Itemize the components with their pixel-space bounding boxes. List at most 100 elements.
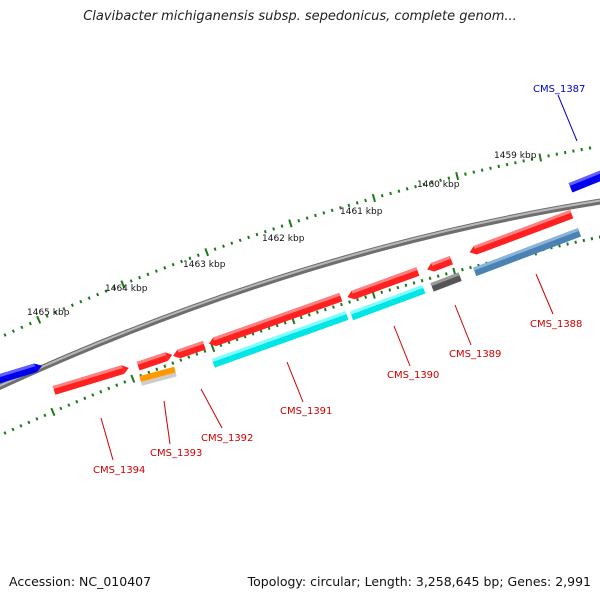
gene-label-cms-1393[interactable]: CMS_1393 xyxy=(150,448,202,459)
accession-text: Accession: NC_010407 xyxy=(9,574,152,589)
minor-tick xyxy=(389,191,392,196)
minor-tick xyxy=(305,216,309,220)
minor-tick xyxy=(405,187,409,191)
leader-cms-1392 xyxy=(200,388,223,429)
minor-tick xyxy=(155,367,159,372)
minor-tick xyxy=(147,370,151,375)
minor-tick xyxy=(104,289,108,293)
outer-tick-ring xyxy=(3,146,592,337)
kbp-label-1462: 1462 kbp xyxy=(262,234,305,244)
minor-tick xyxy=(356,297,359,302)
gene-cms-1393-rev[interactable] xyxy=(139,366,177,386)
gene-cms-1388-rev[interactable] xyxy=(473,228,582,277)
major-tick xyxy=(210,344,216,353)
kbp-label-1464: 1464 kbp xyxy=(105,284,148,294)
minor-tick xyxy=(522,159,525,163)
minor-tick xyxy=(107,386,111,391)
minor-tick xyxy=(203,349,207,353)
minor-tick xyxy=(79,299,83,304)
minor-tick xyxy=(588,146,592,150)
minor-tick xyxy=(590,237,594,241)
gene-cms-1389-rev[interactable] xyxy=(430,272,462,292)
minor-tick xyxy=(280,224,284,228)
minor-tick xyxy=(340,302,343,307)
kbp-label-1460: 1460 kbp xyxy=(417,180,460,190)
minor-tick xyxy=(430,180,434,185)
major-tick xyxy=(371,193,376,203)
minor-tick xyxy=(115,383,119,387)
minor-tick xyxy=(314,213,317,218)
minor-tick xyxy=(472,170,476,174)
gene-cms-1391-rev[interactable] xyxy=(211,311,349,368)
gene-label-cms-1389[interactable]: CMS_1389 xyxy=(449,349,501,360)
minor-tick xyxy=(396,285,400,290)
minor-tick xyxy=(514,161,517,165)
map-title: Clavibacter michiganensis subsp. sepedon… xyxy=(83,9,517,24)
gene-cms-1392[interactable] xyxy=(172,341,206,360)
major-tick xyxy=(204,248,210,257)
topology-text: Topology: circular; Length: 3,258,645 bp… xyxy=(247,574,591,589)
major-tick xyxy=(288,219,293,228)
gene-cms-1390-fwd[interactable] xyxy=(346,267,420,301)
minor-tick xyxy=(555,152,559,156)
minor-tick xyxy=(461,267,464,272)
genome-backbone xyxy=(0,198,600,391)
gene-cms-1390-rev[interactable] xyxy=(350,285,426,321)
gene-label-cms-1391[interactable]: CMS_1391 xyxy=(280,406,332,417)
minor-tick xyxy=(11,329,15,333)
minor-tick xyxy=(332,305,335,309)
major-tick xyxy=(36,315,42,324)
minor-tick xyxy=(355,201,359,205)
minor-tick xyxy=(307,313,311,317)
minor-tick xyxy=(87,296,91,300)
minor-tick xyxy=(28,321,32,326)
minor-tick xyxy=(27,420,31,425)
gene-cms-1391-fwd[interactable] xyxy=(207,292,343,348)
minor-tick xyxy=(3,333,7,337)
gene-cms-1394[interactable] xyxy=(52,364,130,395)
kbp-label-1465: 1465 kbp xyxy=(27,308,70,318)
gene-cms-1388-fwd[interactable] xyxy=(468,209,574,257)
minor-tick xyxy=(255,232,259,237)
minor-tick xyxy=(447,176,451,180)
minor-tick xyxy=(222,244,225,248)
minor-tick xyxy=(330,208,334,213)
minor-tick xyxy=(497,164,501,169)
minor-tick xyxy=(179,358,183,362)
minor-tick xyxy=(146,272,150,277)
minor-tick xyxy=(59,406,63,411)
minor-tick xyxy=(187,355,191,359)
gene-label-cms-1390[interactable]: CMS_1390 xyxy=(387,370,439,381)
minor-tick xyxy=(129,279,133,283)
minor-tick xyxy=(43,413,47,418)
major-tick xyxy=(120,280,126,289)
minor-tick xyxy=(195,352,199,356)
minor-tick xyxy=(348,300,351,304)
minor-tick xyxy=(414,184,417,189)
minor-tick xyxy=(247,235,251,240)
minor-tick xyxy=(347,203,351,208)
gene-cms-1389-fwd[interactable] xyxy=(425,255,453,274)
major-tick xyxy=(455,171,460,181)
minor-tick xyxy=(364,198,367,203)
gene-left-blue[interactable] xyxy=(0,361,43,385)
minor-tick xyxy=(35,417,39,421)
minor-tick xyxy=(420,278,424,283)
minor-tick xyxy=(505,162,509,167)
minor-tick xyxy=(563,150,567,155)
minor-tick xyxy=(572,149,575,153)
gene-cms-1387[interactable] xyxy=(568,168,600,193)
minor-tick xyxy=(53,310,58,315)
leader-cms-1390 xyxy=(393,325,411,367)
minor-tick xyxy=(315,310,319,314)
minor-tick xyxy=(3,431,7,435)
gene-label-cms-1387[interactable]: CMS_1387 xyxy=(533,84,585,95)
gene-cms-1393-fwd[interactable] xyxy=(136,350,174,371)
minor-tick xyxy=(67,403,71,407)
gene-label-cms-1388[interactable]: CMS_1388 xyxy=(530,319,582,330)
minor-tick xyxy=(163,364,167,368)
gene-label-cms-1394[interactable]: CMS_1394 xyxy=(93,465,145,476)
major-tick xyxy=(538,153,542,162)
gene-label-cms-1392[interactable]: CMS_1392 xyxy=(201,433,253,444)
